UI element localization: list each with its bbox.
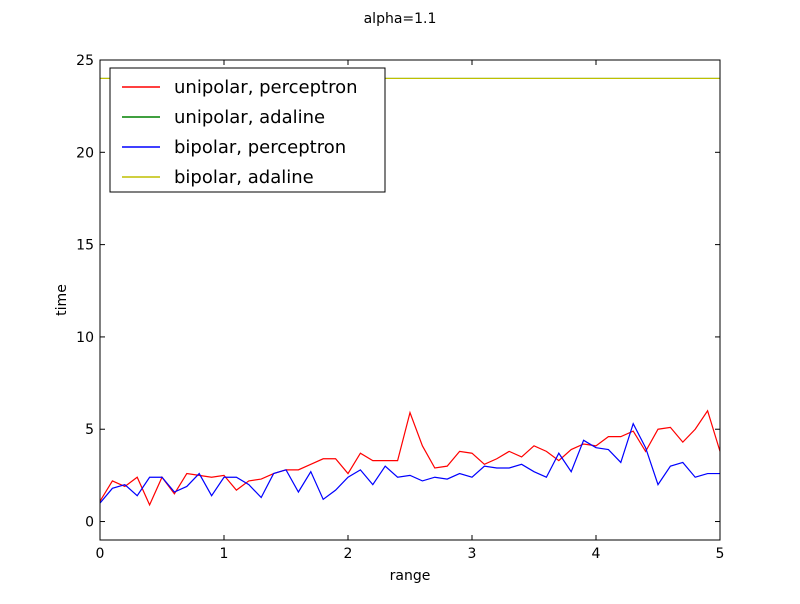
series-line-0 bbox=[100, 409, 720, 507]
chart-title: alpha=1.1 bbox=[364, 11, 437, 27]
legend-label-1: unipolar, adaline bbox=[174, 107, 325, 128]
x-tick-label: 2 bbox=[344, 546, 353, 562]
legend-label-0: unipolar, perceptron bbox=[174, 77, 358, 98]
x-axis: 0 1 2 3 4 5 bbox=[96, 60, 725, 562]
x-tick-label: 5 bbox=[716, 546, 725, 562]
legend-label-3: bipolar, adaline bbox=[174, 167, 314, 188]
legend-label-2: bipolar, perceptron bbox=[174, 137, 346, 158]
series-line-2 bbox=[100, 422, 720, 504]
x-tick-label: 0 bbox=[96, 546, 105, 562]
x-tick-label: 3 bbox=[468, 546, 477, 562]
y-tick-label: 5 bbox=[85, 422, 94, 438]
plot-frame bbox=[99, 59, 721, 541]
y-axis-label: time bbox=[54, 284, 70, 316]
legend-box bbox=[109, 67, 386, 193]
x-tick-label: 1 bbox=[220, 546, 229, 562]
legend: unipolar, perceptron unipolar, adaline bip… bbox=[109, 67, 386, 193]
y-tick-label: 20 bbox=[76, 145, 94, 161]
y-tick-label: 15 bbox=[76, 238, 94, 254]
y-tick-label: 0 bbox=[85, 515, 94, 531]
y-tick-label: 25 bbox=[76, 53, 94, 69]
y-tick-label: 10 bbox=[76, 330, 94, 346]
x-axis-label: range bbox=[390, 568, 431, 584]
x-tick-label: 4 bbox=[592, 546, 601, 562]
y-axis: 0 5 10 15 20 25 bbox=[76, 53, 720, 531]
